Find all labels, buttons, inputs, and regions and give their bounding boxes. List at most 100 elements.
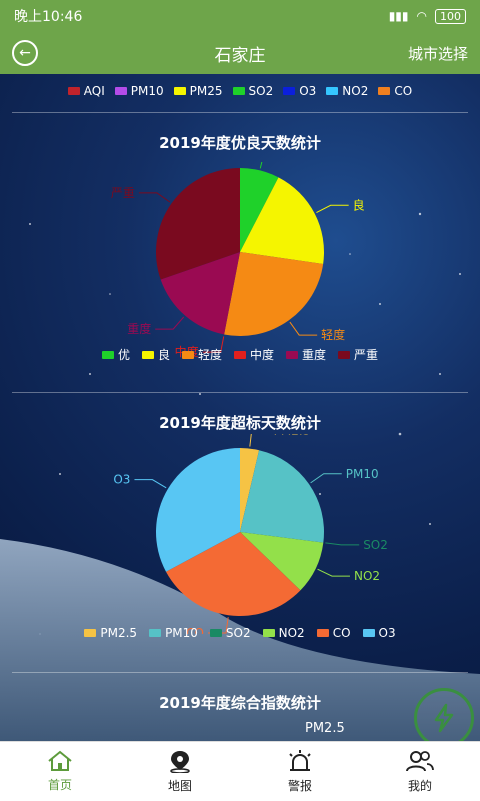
pie-slice-label: PM2.5	[274, 434, 311, 438]
status-icons: ▮▮▮ ◠ 100	[388, 8, 466, 24]
legend-swatch	[209, 629, 222, 637]
legend-swatch	[84, 629, 97, 637]
tab-home[interactable]: 首页	[0, 742, 120, 801]
quick-action-button[interactable]	[414, 688, 474, 748]
legend-item[interactable]: PM10	[149, 626, 198, 640]
pie-slice[interactable]	[224, 252, 324, 336]
legend-item[interactable]: 优	[101, 346, 130, 363]
divider	[12, 392, 468, 393]
pie-slice[interactable]	[240, 448, 260, 532]
pie-slice-label: NO2	[354, 569, 380, 583]
legend-swatch	[316, 629, 329, 637]
battery-icon: 100	[435, 8, 466, 24]
pie-slice-label: 良	[353, 197, 365, 212]
legend-swatch	[378, 87, 391, 95]
legend-item[interactable]: AQI	[67, 84, 105, 98]
pie-leader-line	[310, 473, 342, 484]
divider	[12, 672, 468, 673]
legend-swatch	[286, 350, 299, 359]
alarm-icon	[289, 750, 311, 771]
legend-item[interactable]: SO2	[232, 84, 273, 98]
pie-leader-line	[249, 434, 252, 447]
pie-slice[interactable]	[160, 252, 240, 335]
legend-item[interactable]: CO	[316, 626, 351, 640]
legend-item[interactable]: O3	[283, 84, 316, 98]
legend-item[interactable]: NO2	[326, 84, 368, 98]
legend-swatch	[262, 629, 275, 637]
pie-slice-label: SO2	[363, 538, 388, 552]
pie-leader-line	[289, 321, 318, 336]
pie-slice[interactable]	[240, 450, 324, 543]
legend-item[interactable]: SO2	[209, 626, 251, 640]
status-time: 晚上10:46	[14, 9, 83, 25]
legend-swatch	[173, 87, 186, 95]
legend-item[interactable]: NO2	[262, 626, 305, 640]
users-icon	[406, 751, 434, 772]
legend-item[interactable]: 轻度	[181, 346, 222, 363]
legend-swatch	[234, 350, 246, 359]
pie-leader-line	[317, 568, 350, 577]
pie-slice-label: CO	[186, 626, 204, 634]
status-bar: 晚上10:46 ▮▮▮ ◠ 100	[0, 0, 480, 32]
legend-item[interactable]: 中度	[234, 346, 274, 363]
pie-slice-label: PM10	[346, 467, 379, 481]
legend-exceed-days: PM2.5 PM10 SO2 NO2 CO O3	[0, 626, 480, 640]
legend-swatch	[232, 87, 245, 95]
pie-slice[interactable]	[240, 177, 324, 264]
pie-leader-line	[202, 336, 225, 353]
pie-slice[interactable]	[240, 532, 324, 591]
pie-slice[interactable]	[156, 168, 240, 280]
tab-profile[interactable]: 我的	[360, 742, 480, 801]
wifi-icon: ◠	[416, 9, 427, 23]
legend-swatch	[181, 350, 194, 359]
legend-item[interactable]: 良	[141, 346, 170, 363]
chart3-slice-label: PM2.5	[305, 721, 345, 736]
legend-item[interactable]: CO	[378, 84, 412, 98]
pie-leader-line	[316, 204, 349, 214]
main-content[interactable]: AQI PM10 PM25 SO2 O3 NO2 CO 2019年度优良天数统计…	[0, 74, 480, 741]
pollutant-legend: AQI PM10 PM25 SO2 O3 NO2 CO	[0, 84, 480, 98]
pie-chart-exceed-days[interactable]: PM2.5 PM10 SO2 NO2 CO O3	[0, 434, 480, 634]
chart-title-good-days: 2019年度优良天数统计	[159, 134, 321, 152]
pie-slice[interactable]	[166, 532, 301, 616]
app-bar: ← 石家庄 城市选择	[0, 32, 480, 74]
pie-slice[interactable]	[240, 168, 279, 252]
legend-item[interactable]: 严重	[338, 346, 378, 363]
pie-slice-label: 重度	[127, 321, 151, 336]
chart-title-composite-index: 2019年度综合指数统计	[159, 694, 321, 712]
legend-item[interactable]: PM25	[173, 84, 223, 98]
back-button[interactable]: ←	[12, 40, 38, 66]
starfield-background	[0, 212, 480, 741]
legend-item[interactable]: O3	[362, 626, 396, 640]
pie-leader-line	[155, 316, 185, 330]
legend-swatch	[141, 350, 154, 359]
tab-alert[interactable]: 警报	[240, 742, 360, 801]
map-pin-icon	[170, 751, 190, 773]
lightning-icon	[434, 703, 454, 733]
chart-title-exceed-days: 2019年度超标天数统计	[159, 414, 321, 432]
legend-swatch	[101, 350, 114, 359]
legend-swatch	[149, 629, 162, 637]
pie-slice-label: 严重	[111, 186, 135, 200]
pie-slice-label: 轻度	[321, 327, 345, 342]
legend-item[interactable]: PM10	[114, 84, 164, 98]
divider	[12, 112, 468, 113]
signal-icon: ▮▮▮	[388, 9, 409, 23]
legend-swatch	[362, 629, 375, 637]
legend-swatch	[283, 87, 296, 95]
legend-swatch	[67, 87, 80, 95]
pie-slice-label: O3	[113, 473, 130, 487]
legend-item[interactable]: PM2.5	[84, 626, 137, 640]
city-select-button[interactable]: 城市选择	[407, 44, 468, 63]
legend-good-days: 优 良 轻度 中度 重度 严重	[0, 346, 480, 363]
pie-slice[interactable]	[155, 448, 240, 572]
pie-leader-line	[138, 192, 171, 203]
tab-map[interactable]: 地图	[120, 742, 240, 801]
legend-swatch	[326, 87, 339, 95]
pie-leader-line	[325, 542, 360, 546]
pie-leader-line	[134, 479, 167, 489]
arrow-left-icon: ←	[19, 45, 31, 61]
legend-item[interactable]: 重度	[286, 346, 326, 363]
legend-swatch	[338, 350, 351, 359]
